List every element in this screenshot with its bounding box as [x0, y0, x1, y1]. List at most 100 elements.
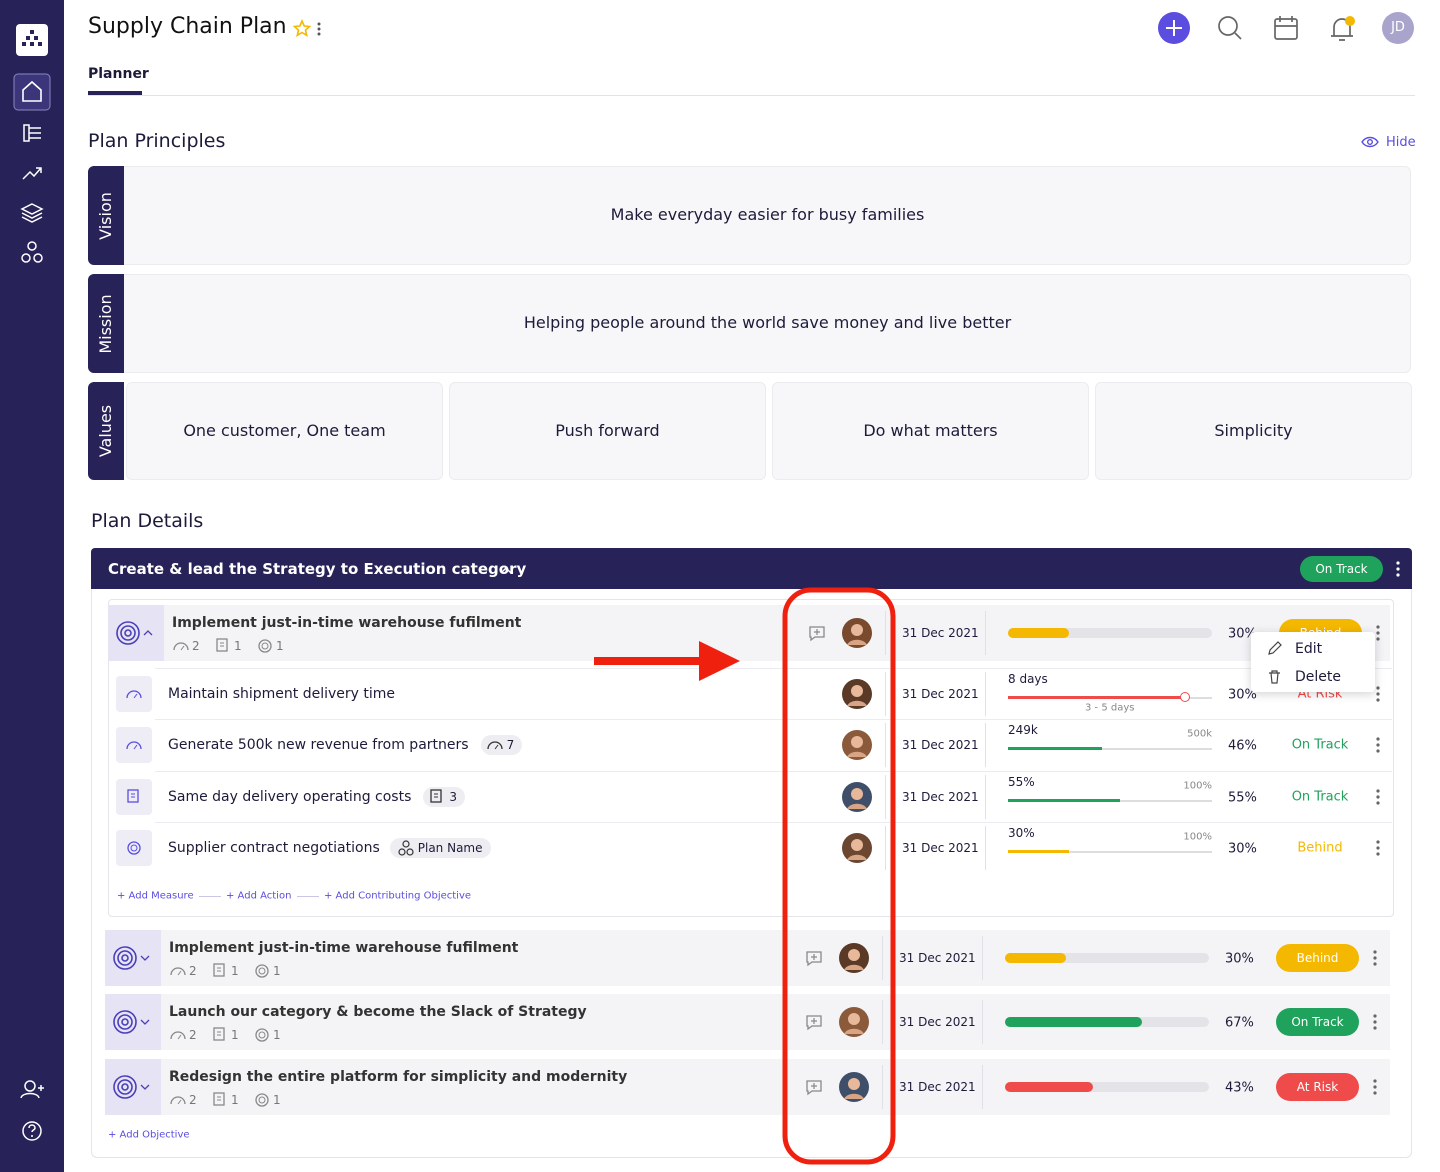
item-icon [116, 779, 152, 815]
measure-value: 249k [1008, 723, 1038, 737]
owner-avatar[interactable] [839, 943, 869, 973]
badge-glyph [486, 736, 504, 754]
count-icon [169, 962, 187, 980]
row-divider [155, 822, 1392, 823]
collapse-button[interactable] [498, 562, 514, 576]
collapse-button-glyph [498, 563, 514, 577]
nav-help[interactable] [23, 1122, 41, 1140]
count: 1 [231, 1093, 239, 1107]
nav-layers[interactable] [22, 204, 42, 222]
owner-avatar[interactable] [842, 618, 872, 648]
plan-tag[interactable]: Plan Name [390, 838, 491, 858]
owner-avatar[interactable] [842, 833, 872, 863]
measure-value: 55% [1008, 775, 1035, 789]
calendar-button[interactable] [1275, 16, 1297, 39]
owner-avatar[interactable] [842, 679, 872, 709]
owner-avatar[interactable] [842, 782, 872, 812]
objective-icon[interactable] [105, 930, 161, 986]
card-label: Mission [96, 264, 116, 384]
count: 1 [273, 1093, 281, 1107]
menu-item[interactable]: Edit [1295, 641, 1322, 657]
count-icon-glyph [169, 1026, 187, 1044]
page-title: Supply Chain Plan [88, 14, 287, 39]
row-menu[interactable] [1372, 735, 1384, 755]
nav-list[interactable] [24, 125, 41, 141]
item-percent: 30% [1228, 842, 1257, 857]
divider [985, 775, 986, 819]
group-status: On Track [1300, 556, 1383, 582]
row-menu[interactable] [1369, 948, 1381, 968]
add-link[interactable]: + Add Contributing Objective [324, 891, 471, 902]
count: 2 [189, 964, 197, 978]
item-percent: 46% [1228, 739, 1257, 754]
row-menu-glyph [1372, 838, 1384, 858]
count-icon [214, 637, 232, 655]
nav-network[interactable] [22, 242, 42, 262]
divider [885, 611, 886, 655]
row-menu[interactable] [1372, 787, 1384, 807]
objective-icon[interactable] [108, 605, 164, 661]
status-pill: On Track [1276, 1008, 1359, 1036]
row-menu[interactable] [1369, 1012, 1381, 1032]
owner-avatar[interactable] [839, 1072, 869, 1102]
count-icon-glyph [253, 1026, 271, 1044]
tab-planner[interactable]: Planner [88, 66, 149, 82]
nav-add-user[interactable] [21, 1081, 44, 1098]
count: 1 [273, 964, 281, 978]
measure-value: 30% [1008, 826, 1035, 840]
row-menu[interactable] [1372, 838, 1384, 858]
menu-item[interactable]: Delete [1295, 669, 1341, 685]
comment-button[interactable] [805, 1013, 823, 1031]
row-divider [155, 771, 1392, 772]
search-button[interactable] [1219, 17, 1241, 39]
objective-icon[interactable] [105, 994, 161, 1050]
nav-trend[interactable] [23, 168, 41, 179]
count-icon [211, 1091, 229, 1109]
favorite-star[interactable] [295, 21, 310, 35]
nav-home[interactable] [14, 74, 50, 110]
owner-avatar-glyph [839, 1072, 869, 1102]
status-pill: At Risk [1276, 1073, 1359, 1101]
progress-bar [1008, 628, 1069, 638]
comment-button-glyph [805, 1078, 823, 1096]
count-icon [256, 637, 274, 655]
owner-avatar[interactable] [839, 1007, 869, 1037]
comment-button-glyph [805, 1013, 823, 1031]
comment-button[interactable] [805, 1078, 823, 1096]
row-menu-glyph [1369, 948, 1381, 968]
row-menu[interactable] [1369, 1077, 1381, 1097]
item-status: On Track [1292, 738, 1349, 753]
item-glyph [125, 736, 143, 754]
item-title: Maintain shipment delivery time [168, 686, 395, 702]
item-percent: 55% [1228, 791, 1257, 806]
objective-title: Launch our category & become the Slack o… [169, 1004, 587, 1020]
add-objective[interactable]: + Add Objective [108, 1130, 190, 1141]
measure-value: 8 days [1008, 672, 1048, 686]
owner-avatar[interactable] [842, 730, 872, 760]
divider [985, 672, 986, 716]
divider [882, 1000, 883, 1044]
comment-button[interactable] [808, 624, 826, 642]
owner-avatar-glyph [842, 782, 872, 812]
badge-glyph [428, 788, 446, 806]
hide-button[interactable]: Hide [1386, 135, 1416, 150]
row-menu-glyph [1372, 787, 1384, 807]
count-icon-glyph [169, 1091, 187, 1109]
add-link[interactable]: + Add Action [226, 891, 291, 902]
count-icon-glyph [214, 637, 232, 655]
comment-button-glyph [808, 624, 826, 642]
group-title: Create & lead the Strategy to Execution … [108, 560, 526, 578]
count-icon [253, 1091, 271, 1109]
row-divider [155, 719, 1392, 720]
add-link[interactable]: + Add Measure [117, 891, 194, 902]
comment-button[interactable] [805, 949, 823, 967]
owner-avatar-glyph [839, 1007, 869, 1037]
item-icon [116, 676, 152, 712]
count: 1 [231, 1028, 239, 1042]
objective-icon[interactable] [105, 1059, 161, 1115]
logo[interactable] [16, 24, 48, 56]
measure-fill [1008, 850, 1069, 853]
hide-icon[interactable] [1362, 138, 1378, 147]
title-menu[interactable] [318, 23, 321, 36]
group-menu[interactable] [1392, 560, 1404, 580]
